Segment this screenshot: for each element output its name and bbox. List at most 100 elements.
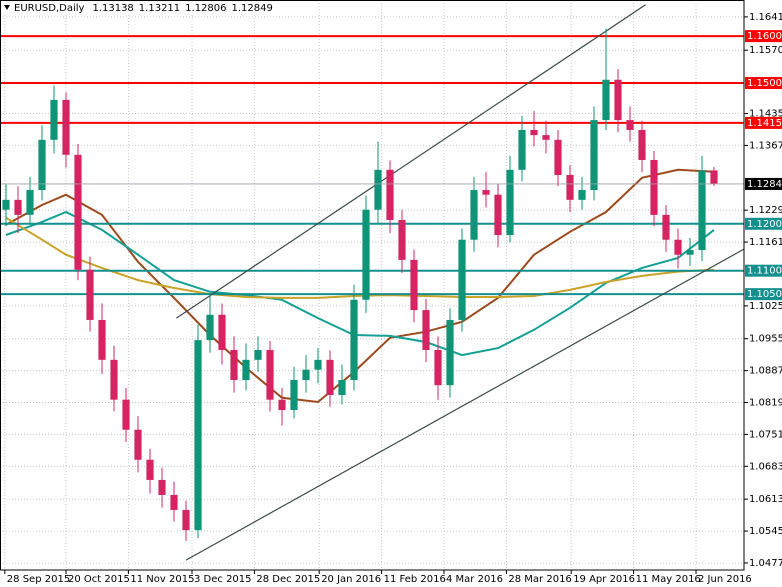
x-tick-label: 19 Apr 2016 [573,574,635,585]
candle-body [578,190,586,200]
candle-body [182,509,190,531]
level-label: 1.10500 [747,289,782,300]
candle-body [422,310,430,350]
candle-body [74,154,82,270]
candle-body [374,169,382,210]
candle-body [398,220,406,260]
candle-body [254,349,262,360]
trendline [176,4,646,319]
candle-body [542,135,550,140]
candle-body [470,190,478,240]
candle-body [362,209,370,300]
candle-body [2,199,10,210]
y-tick-label: 1.12290 [749,205,782,216]
x-tick-label: 28 Sep 2015 [7,574,70,585]
candle-body [458,239,466,320]
candle-body [50,99,58,140]
close-value: 1.12849 [232,3,273,14]
candle-body [146,459,154,480]
candle-body [614,79,622,121]
header-icon [4,5,10,10]
x-tick-label: 11 Feb 2016 [384,574,446,585]
candle-body [158,479,166,495]
level-label-bg [745,288,782,301]
x-tick-label: 28 Mar 2016 [508,574,571,585]
level-label-bg [745,30,782,43]
candle-body [62,99,70,155]
candle-body [554,139,562,175]
candle-body [326,359,334,396]
candle-body [626,120,634,130]
x-tick-label: 4 Mar 2016 [446,574,503,585]
plot-area [0,4,744,561]
y-tick-label: 1.11610 [749,237,782,248]
candle-body [350,299,358,380]
y-tick-label: 1.08190 [749,398,782,409]
y-tick-label: 1.04770 [749,558,782,569]
candle-body [134,429,142,460]
candle-body [446,319,454,386]
y-tick-label: 1.15700 [749,45,782,56]
candle-body [590,120,598,190]
candle-body [662,214,670,240]
candle-body [122,399,130,430]
candle-body [242,359,250,380]
open-value: 1.13138 [92,3,133,14]
y-tick-label: 1.10250 [749,301,782,312]
candle-body [266,349,274,400]
header: EURUSD,Daily 1.13138 1.13211 1.12806 1.12849 [1,1,273,14]
candle-body [86,269,94,320]
x-tick-label: 28 Dec 2015 [256,574,320,585]
candle-body [230,349,238,380]
candle-body [674,239,682,255]
candle-body [218,314,226,350]
y-tick-label: 1.07510 [749,429,782,440]
level-label-bg [745,217,782,230]
candle-body [434,349,442,386]
y-tick-label: 1.06130 [749,494,782,505]
grid [0,0,744,570]
x-tick-label: 20 Jan 2016 [321,574,381,585]
low-value: 1.12806 [185,3,226,14]
candle-body [710,170,718,184]
candle-body [338,380,346,396]
price-label-bg [745,177,782,190]
candle-body [530,129,538,136]
y-tick-label: 1.13670 [749,140,782,151]
candle-body [566,174,574,200]
candle-body [482,190,490,195]
y-tick-label: 1.09550 [749,334,782,345]
symbol: EURUSD,Daily [14,3,85,14]
candle-body [302,369,310,380]
level-label: 1.15000 [747,78,782,89]
candle-body [38,139,46,190]
y-tick-label: 1.08870 [749,366,782,377]
candle-body [494,194,502,236]
candle-body [506,169,514,236]
candle-body [602,79,610,121]
header-bg [1,1,259,14]
candle-body [26,190,34,215]
level-label: 1.12000 [747,219,782,230]
candle-body [278,399,286,411]
x-tick-label: 3 Dec 2015 [194,574,252,585]
candle-body [194,340,202,531]
candle-body [386,169,394,221]
plot-frame [0,0,745,571]
y-tick-label: 1.14350 [749,109,782,120]
price-label: 1.12849 [747,179,782,190]
candle-body [650,159,658,215]
x-tick-label: 11 Nov 2015 [130,574,194,585]
level-label-bg [745,264,782,277]
trendline [185,248,744,561]
candle-body [698,170,706,251]
level-label-bg [745,116,782,129]
candle-body [314,359,322,370]
candle-body [98,319,106,360]
candle-body [686,250,694,255]
candle-body [638,129,646,160]
x-tick-label: 11 May 2016 [636,574,701,585]
axis: 1.16410 1.15700 1.14350 1.13670 1.12290 1.116… [4,12,782,585]
